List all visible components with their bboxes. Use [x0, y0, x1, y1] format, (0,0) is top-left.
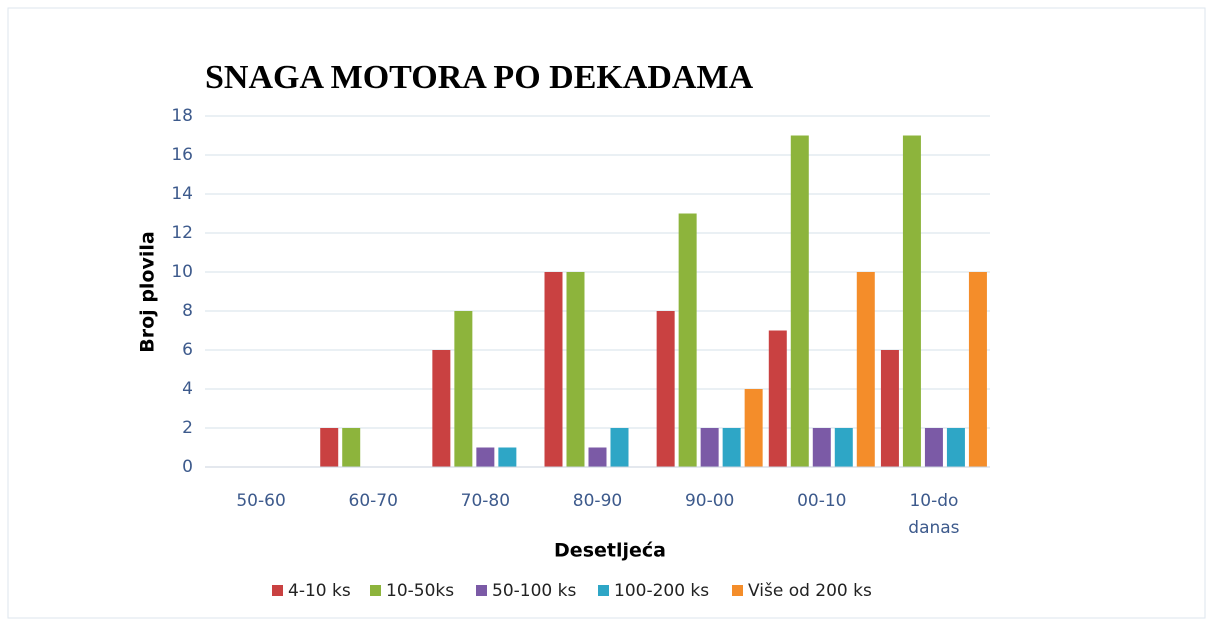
- bar: [834, 428, 853, 467]
- y-tick-label: 8: [182, 301, 193, 321]
- bar: [454, 311, 473, 467]
- bar: [902, 135, 921, 467]
- bar: [610, 428, 629, 467]
- bar: [924, 428, 943, 467]
- x-tick-label: 00-10: [797, 491, 846, 511]
- bar: [544, 272, 563, 467]
- legend-swatch: [732, 585, 743, 596]
- x-tick-label: 70-80: [461, 491, 510, 511]
- y-tick-label: 10: [171, 262, 193, 282]
- y-tick-label: 0: [182, 457, 193, 477]
- bar: [476, 447, 495, 467]
- y-tick-label: 18: [171, 106, 193, 126]
- bar: [700, 428, 719, 467]
- bar: [342, 428, 361, 467]
- legend-swatch: [598, 585, 609, 596]
- x-tick-label: 50-60: [236, 491, 285, 511]
- bar: [566, 272, 585, 467]
- legend-label: Više od 200 ks: [748, 581, 872, 601]
- x-tick-label: 10-do danas: [908, 491, 959, 538]
- bar: [790, 135, 809, 467]
- y-tick-label: 12: [171, 223, 193, 243]
- bar: [880, 350, 899, 467]
- bar: [946, 428, 965, 467]
- x-tick-label: 60-70: [349, 491, 398, 511]
- y-tick-label: 4: [182, 379, 193, 399]
- bar: [656, 311, 675, 467]
- bar: [768, 330, 787, 467]
- bar: [432, 350, 451, 467]
- bar: [812, 428, 831, 467]
- x-tick-label: 90-00: [685, 491, 734, 511]
- bar: [678, 213, 697, 467]
- y-axis-label: Broj plovila: [137, 231, 159, 352]
- legend-label: 10-50ks: [386, 581, 454, 601]
- bar: [588, 447, 607, 467]
- x-axis-label: Desetljeća: [554, 540, 666, 562]
- legend-swatch: [476, 585, 487, 596]
- y-tick-label: 16: [171, 145, 193, 165]
- legend-swatch: [370, 585, 381, 596]
- legend-label: 4-10 ks: [288, 581, 351, 601]
- y-tick-label: 14: [171, 184, 193, 204]
- legend-label: 50-100 ks: [492, 581, 576, 601]
- bar: [744, 389, 763, 467]
- chart-title: SNAGA MOTORA PO DEKADAMA: [205, 59, 754, 96]
- legend-swatch: [272, 585, 283, 596]
- legend-label: 100-200 ks: [614, 581, 709, 601]
- bar: [856, 272, 875, 467]
- bar: [320, 428, 339, 467]
- bar: [722, 428, 741, 467]
- bar: [498, 447, 517, 467]
- x-tick-label: 80-90: [573, 491, 622, 511]
- y-tick-label: 6: [182, 340, 193, 360]
- y-tick-label: 2: [182, 418, 193, 438]
- frame: [7, 7, 1206, 619]
- bar: [968, 272, 987, 467]
